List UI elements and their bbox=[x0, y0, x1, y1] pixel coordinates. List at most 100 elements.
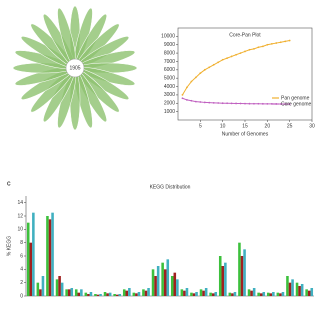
bar bbox=[259, 293, 263, 296]
legend-label: Core genome bbox=[281, 101, 312, 107]
bar bbox=[170, 276, 174, 296]
bar bbox=[147, 288, 150, 296]
bar bbox=[257, 292, 260, 296]
bar bbox=[32, 212, 35, 296]
bar bbox=[103, 292, 107, 296]
point bbox=[248, 102, 251, 105]
point bbox=[194, 76, 197, 79]
point bbox=[203, 101, 206, 104]
point bbox=[190, 99, 193, 102]
point bbox=[186, 86, 188, 89]
point bbox=[248, 48, 251, 51]
bar bbox=[151, 269, 155, 296]
point bbox=[194, 100, 197, 103]
x-tick-label: 10 bbox=[220, 123, 226, 129]
bar bbox=[214, 292, 218, 296]
point bbox=[230, 55, 233, 58]
point bbox=[284, 40, 287, 43]
bar bbox=[204, 288, 208, 296]
point bbox=[261, 45, 264, 48]
point bbox=[181, 94, 184, 96]
bar bbox=[221, 266, 225, 296]
point bbox=[266, 102, 269, 105]
point bbox=[253, 102, 255, 105]
bar bbox=[224, 262, 227, 296]
point bbox=[199, 101, 202, 103]
point bbox=[203, 68, 206, 71]
y-tick-label: 7000 bbox=[164, 59, 175, 65]
x-tick-label: 20 bbox=[265, 123, 271, 129]
bar bbox=[118, 294, 122, 296]
y-tick-label: 4 bbox=[20, 267, 23, 273]
bar bbox=[272, 292, 275, 296]
bar bbox=[199, 289, 203, 296]
panel-label: C bbox=[7, 181, 11, 187]
y-tick-label: 0 bbox=[20, 293, 23, 299]
y-tick-label: 3000 bbox=[164, 92, 175, 98]
point bbox=[239, 52, 242, 54]
point bbox=[186, 99, 188, 101]
bar bbox=[29, 242, 33, 296]
bar bbox=[252, 288, 256, 296]
bar bbox=[298, 286, 301, 296]
bar bbox=[77, 292, 81, 296]
bar bbox=[154, 276, 157, 296]
bar bbox=[41, 276, 45, 296]
bar bbox=[238, 242, 241, 296]
y-tick-label: 4000 bbox=[164, 84, 175, 90]
y-tick-label: 1000 bbox=[164, 109, 175, 115]
bar bbox=[113, 294, 116, 296]
bar bbox=[307, 290, 311, 296]
legend-label: Pan genome bbox=[281, 95, 310, 101]
series-line bbox=[182, 40, 290, 96]
bar bbox=[128, 288, 131, 296]
bar bbox=[243, 249, 246, 296]
bar bbox=[137, 292, 141, 296]
point bbox=[199, 72, 202, 75]
bar bbox=[46, 216, 49, 296]
bar bbox=[67, 289, 71, 296]
x-tick-label: 15 bbox=[242, 123, 248, 129]
y-tick-label: 6 bbox=[20, 253, 23, 259]
bar bbox=[262, 292, 266, 296]
bar bbox=[269, 293, 273, 296]
bar bbox=[161, 262, 164, 296]
bar bbox=[108, 292, 112, 296]
point bbox=[279, 103, 282, 105]
bar bbox=[144, 290, 148, 296]
bar bbox=[173, 272, 177, 296]
point bbox=[270, 42, 273, 45]
bar bbox=[240, 256, 244, 296]
x-tick-label: 25 bbox=[287, 123, 293, 129]
bar bbox=[135, 293, 138, 296]
bar bbox=[65, 289, 68, 296]
point bbox=[257, 46, 260, 49]
point bbox=[212, 101, 215, 104]
y-tick-label: 10000 bbox=[161, 34, 175, 40]
bar bbox=[166, 259, 170, 296]
bar bbox=[36, 282, 40, 296]
bar bbox=[60, 282, 64, 296]
point bbox=[208, 66, 211, 69]
bar bbox=[279, 293, 282, 296]
bar bbox=[300, 284, 304, 296]
bar bbox=[156, 266, 160, 296]
point bbox=[217, 102, 220, 104]
point bbox=[235, 102, 237, 105]
point bbox=[266, 43, 269, 46]
point bbox=[279, 41, 282, 44]
bar bbox=[291, 279, 294, 296]
bar bbox=[211, 293, 215, 296]
point bbox=[190, 80, 193, 83]
bar bbox=[142, 289, 145, 296]
x-tick-label: 5 bbox=[199, 123, 202, 129]
y-tick-label: 8000 bbox=[164, 50, 175, 56]
bar bbox=[228, 292, 232, 296]
bar bbox=[106, 293, 109, 296]
point bbox=[244, 102, 246, 105]
bar bbox=[202, 290, 205, 296]
bar bbox=[132, 292, 136, 296]
bar bbox=[288, 282, 292, 296]
bar bbox=[180, 289, 184, 296]
chart-title: KEGG Distribution bbox=[150, 184, 191, 190]
